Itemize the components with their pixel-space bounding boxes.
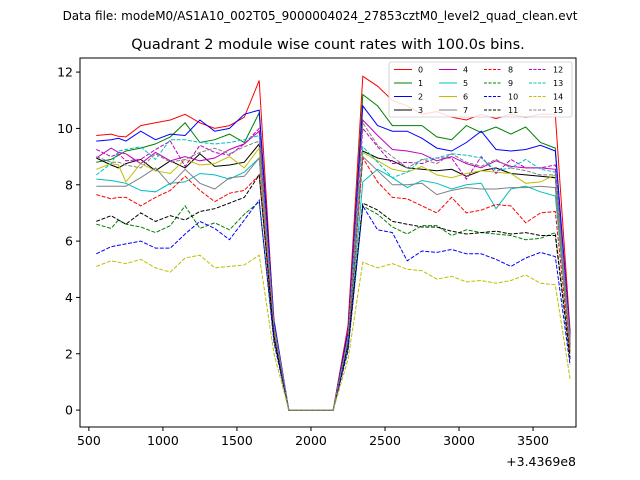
series-5-line xyxy=(96,156,571,411)
y-tick-label: 4 xyxy=(65,290,73,305)
legend-label-14: 14 xyxy=(553,93,563,102)
legend-label-5: 5 xyxy=(463,79,468,88)
y-tick-label: 12 xyxy=(57,65,73,80)
plot-frame xyxy=(79,57,577,428)
series-9-line xyxy=(96,200,571,411)
legend-label-0: 0 xyxy=(418,66,423,75)
x-axis: 500 1000 1500 2000 2500 3000 3500 xyxy=(77,427,549,448)
x-tick-label: 500 xyxy=(77,433,101,448)
legend-label-10: 10 xyxy=(508,93,518,102)
series-6-line xyxy=(96,146,571,411)
legend-label-8: 8 xyxy=(508,66,513,75)
y-tick-label: 0 xyxy=(65,403,73,418)
chart-title: Quadrant 2 module wise count rates with … xyxy=(131,37,525,53)
series-3-line xyxy=(96,142,571,411)
legend-label-7: 7 xyxy=(463,106,468,115)
series-12-line xyxy=(96,127,571,411)
series-8-line xyxy=(96,156,571,411)
legend-label-13: 13 xyxy=(553,79,563,88)
legend-box xyxy=(388,61,573,118)
suptitle: Data file: modeM0/AS1A10_002T05_90000040… xyxy=(63,9,578,23)
y-tick-label: 8 xyxy=(65,177,73,192)
x-tick-label: 2000 xyxy=(295,433,327,448)
legend-label-4: 4 xyxy=(463,66,468,75)
y-axis: 0 2 4 6 8 10 12 xyxy=(57,65,80,418)
x-tick-label: 1500 xyxy=(221,433,253,448)
legend-label-1: 1 xyxy=(418,79,423,88)
legend-label-15: 15 xyxy=(553,106,563,115)
legend-label-6: 6 xyxy=(463,93,468,102)
y-tick-label: 6 xyxy=(65,234,73,249)
series-14-line xyxy=(96,254,571,411)
legend-label-2: 2 xyxy=(418,93,423,102)
legend-label-3: 3 xyxy=(418,106,423,115)
y-tick-label: 10 xyxy=(57,121,73,136)
legend-label-9: 9 xyxy=(508,79,513,88)
series-11-line xyxy=(96,173,571,411)
series-4-line xyxy=(96,118,571,411)
series-15-line xyxy=(96,121,571,411)
y-tick-label: 2 xyxy=(65,346,73,361)
series-0-line xyxy=(96,75,571,411)
series-2-line xyxy=(96,104,571,411)
series-1-line xyxy=(96,93,571,411)
legend-label-12: 12 xyxy=(553,66,563,75)
plot-area xyxy=(95,75,571,411)
x-tick-label: 2500 xyxy=(369,433,401,448)
x-tick-label: 3500 xyxy=(517,433,549,448)
x-tick-label: 3000 xyxy=(443,433,475,448)
x-tick-label: 1000 xyxy=(147,433,179,448)
series-13-line xyxy=(95,134,571,411)
legend-label-11: 11 xyxy=(508,106,518,115)
x-offset-label: +3.4369e8 xyxy=(506,454,576,469)
series-7-line xyxy=(96,155,571,411)
